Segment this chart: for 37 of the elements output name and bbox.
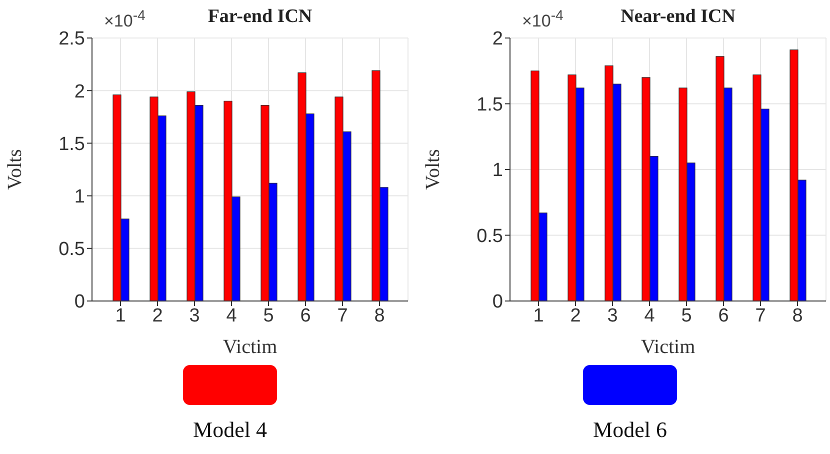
x-tick-label: 6 [300, 305, 311, 326]
x-tick-label: 5 [263, 305, 274, 326]
chart-title: Far-end ICN [208, 6, 312, 27]
y-tick-label: 2 [74, 81, 85, 102]
x-tick-label: 2 [152, 305, 163, 326]
y-tick-label: 0.5 [58, 239, 85, 260]
y-tick-label: 0 [492, 292, 503, 313]
x-tick-label: 1 [533, 305, 544, 326]
x-tick-label: 1 [115, 305, 126, 326]
y-tick-label: 1 [492, 160, 503, 182]
x-tick-label: 5 [681, 305, 692, 326]
x-tick-label: 8 [374, 305, 385, 326]
x-tick-label: 4 [226, 305, 238, 326]
x-axis-title: Victim [640, 336, 696, 358]
y-tick-label: 0 [74, 292, 85, 313]
y-tick-label: 0.5 [476, 226, 503, 247]
y-tick-label: 2 [492, 28, 503, 50]
text: ×10$^{-4}$ [522, 8, 564, 32]
y-axis-title: Volts [4, 148, 26, 190]
x-tick-label: 4 [644, 305, 656, 326]
x-axis-title: Victim [222, 336, 278, 358]
legend-label: Model 4 [193, 417, 267, 443]
y-tick-label: 2.5 [58, 28, 85, 50]
x-tick-label: 8 [792, 305, 803, 326]
x-tick-label: 2 [570, 305, 581, 326]
y-tick-label: 1.5 [58, 134, 85, 155]
legend-label: Model 6 [593, 417, 667, 443]
y-tick-label: 1.5 [476, 94, 503, 116]
x-tick-label: 3 [607, 305, 618, 326]
x-tick-label: 3 [189, 305, 200, 326]
chart-title: Near-end ICN [620, 6, 736, 27]
y-axis-title: Volts [422, 148, 444, 190]
x-tick-label: 6 [718, 305, 729, 326]
text: ×10$^{-4}$ [104, 8, 146, 32]
x-tick-label: 7 [337, 305, 348, 326]
x-tick-label: 7 [755, 305, 766, 326]
y-tick-label: 1 [74, 186, 85, 208]
